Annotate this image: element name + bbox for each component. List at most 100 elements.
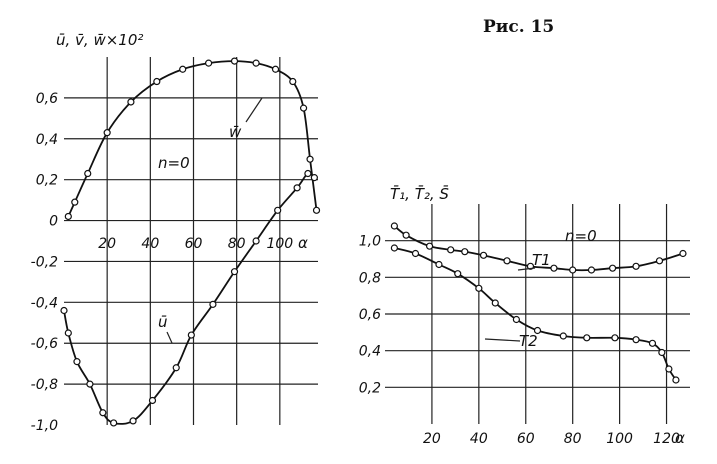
chart1-series-1-point <box>71 198 79 206</box>
chart1-series-2-point <box>274 206 282 214</box>
chart2-series-1-point <box>461 248 469 256</box>
chart1-series-1-point <box>84 169 92 178</box>
chart2-series-1-point <box>425 242 434 250</box>
chart1-y-axis-label: ū, v̄, w̄×10² <box>56 31 143 49</box>
chart1-series-2-point <box>172 364 180 372</box>
chart1-y-tick-label: 0 <box>49 214 58 230</box>
chart2-series-1-point <box>390 222 398 230</box>
chart2-x-axis-label: α <box>675 429 685 447</box>
chart2-series-1-point <box>550 264 558 272</box>
chart2-y-tick-label: 0,4 <box>359 344 381 360</box>
chart2-series-1-point <box>655 257 664 265</box>
chart1-series-1-point <box>299 104 308 112</box>
chart1-series-2-label: ū <box>158 313 168 331</box>
chart1-x-tick-label: 40 <box>141 236 159 252</box>
chart2-x-tick-label: 20 <box>423 431 441 447</box>
chart1-series-2-point <box>86 380 94 388</box>
chart1-x-axis-label: α <box>298 234 308 252</box>
chart1-series-2-point <box>209 300 217 308</box>
chart2-series-2-point <box>475 284 483 292</box>
chart2-series-2-point <box>454 270 462 278</box>
chart2-series-2-point <box>491 299 499 307</box>
chart2-x-tick-label: 100 <box>606 431 633 447</box>
chart1-annotation: n=0 <box>158 154 190 172</box>
chart2-y-tick-label: 0,8 <box>359 270 381 286</box>
chart1-series-1-point <box>306 155 314 163</box>
chart2-series-2-point <box>512 315 520 324</box>
chart2-series-2-point <box>559 332 567 340</box>
chart1-series-2-point <box>73 358 81 366</box>
chart2-series-1-point <box>569 266 577 274</box>
chart1-series-1-point <box>153 77 161 86</box>
chart1-series-2-point <box>304 169 312 178</box>
chart1-series-2-point <box>110 419 118 427</box>
chart2-x-tick-label: 80 <box>564 431 582 447</box>
chart1-series-2-point <box>129 417 137 425</box>
chart1-series-1-label: w̄ <box>229 123 242 141</box>
chart1-y-tick-label: -0,8 <box>31 377 58 393</box>
chart2-series-1-label: T1 <box>532 251 551 269</box>
chart2-x-tick-label: 60 <box>517 431 535 447</box>
chart1-series-2-label-leader <box>166 331 173 344</box>
chart2-series-1-point <box>587 266 596 274</box>
chart1-series-2-point <box>310 174 318 182</box>
chart1-series-2-point <box>230 268 239 276</box>
chart2-x-tick-label: 40 <box>470 431 488 447</box>
chart2-y-tick-label: 0,2 <box>359 380 381 396</box>
chart2-annotation: n=0 <box>565 227 597 245</box>
chart1-y-tick-label: 0,2 <box>36 173 58 189</box>
chart1-series-2-point <box>99 409 107 417</box>
chart1-series-1-label-leader <box>245 97 263 123</box>
chart1-series-1-point <box>205 59 213 67</box>
chart2-series-1-point <box>679 249 687 258</box>
chart1-y-tick-label: 0,4 <box>36 132 58 148</box>
chart1-series-1-point <box>127 98 135 106</box>
chart2-series-1-point <box>402 231 410 239</box>
chart1-series-2-point <box>64 329 72 337</box>
chart2-series-2-point <box>411 249 420 258</box>
chart1-series-2-point <box>252 237 260 245</box>
chart2-y-tick-label: 0,6 <box>359 307 381 323</box>
chart1-x-tick-label: 60 <box>185 236 203 252</box>
chart1-y-tick-label: -1,0 <box>31 418 58 434</box>
chart2-series-2-point <box>611 334 619 342</box>
chart2-series-1-point <box>608 264 617 272</box>
chart2-series-1-point <box>632 262 640 270</box>
chart1-series-1-point <box>312 206 321 214</box>
chart2-series-2-point <box>632 336 640 344</box>
chart1-series-1-point <box>103 129 111 137</box>
chart2-series-2-point <box>583 334 591 342</box>
chart1-y-tick-label: -0,6 <box>31 336 58 352</box>
chart1-series-1-point <box>252 59 260 67</box>
figure-caption: Рис. 15 <box>483 17 555 37</box>
chart1-x-tick-label: 80 <box>228 236 246 252</box>
chart1-series-1-point <box>64 212 72 221</box>
chart1-series-2-point <box>60 306 68 315</box>
chart2-series-1-point <box>479 251 488 259</box>
chart2-series-2-label-leader <box>484 338 521 342</box>
chart1-series-1-point <box>230 57 239 65</box>
chart2-series-2-label: T2 <box>519 332 538 350</box>
chart2-series-2-point <box>665 365 673 373</box>
chart1-y-tick-label: 0,6 <box>36 91 58 107</box>
chart1-x-tick-label: 100 <box>266 236 293 252</box>
chart2-series-2-point <box>435 260 443 269</box>
chart2-series-1-point <box>503 257 511 265</box>
chart2-y-tick-label: 1,0 <box>359 234 381 250</box>
chart2-x-tick-label: 120 <box>653 431 680 447</box>
chart2-series-2-line <box>394 247 677 381</box>
chart1-series-2-point <box>148 396 157 405</box>
chart1-series-1-point <box>271 65 280 73</box>
chart2-series-1-point <box>447 246 455 254</box>
chart2-series-1-label-leader <box>517 267 536 271</box>
chart1-y-tick-label: -0,4 <box>31 295 58 311</box>
chart1-series-1-point <box>289 77 297 86</box>
chart2-series-2-point <box>390 244 398 252</box>
chart2-series-2-point <box>648 339 657 347</box>
chart1-series-2-point <box>293 184 301 192</box>
chart2-y-axis-label: T̄₁, T̄₂, S̄ <box>390 184 449 203</box>
chart1-y-tick-label: -0,2 <box>31 254 58 270</box>
chart2-series-2-point <box>658 348 666 357</box>
